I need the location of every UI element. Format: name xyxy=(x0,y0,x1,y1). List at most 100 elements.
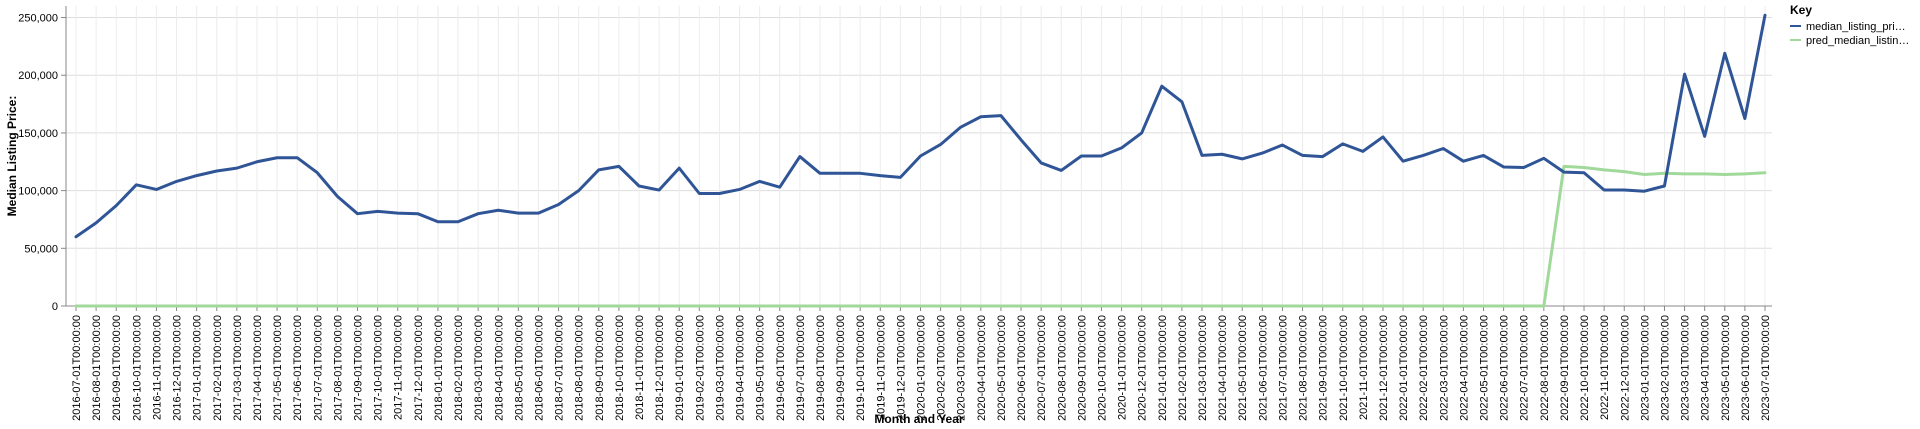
y-tick-label: 150,000 xyxy=(18,128,58,140)
y-tick-label: 100,000 xyxy=(18,186,58,198)
x-tick-label: 2018-07-01T00:00:00 xyxy=(554,315,566,421)
x-tick-label: 2017-08-01T00:00:00 xyxy=(332,315,344,421)
x-tick-label: 2019-01-01T00:00:00 xyxy=(674,315,686,421)
x-tick-label: 2017-07-01T00:00:00 xyxy=(312,315,324,421)
x-tick-label: 2020-07-01T00:00:00 xyxy=(1036,315,1048,421)
x-tick-label: 2018-05-01T00:00:00 xyxy=(513,315,525,421)
x-tick-label: 2016-10-01T00:00:00 xyxy=(131,315,143,421)
x-tick-label: 2020-10-01T00:00:00 xyxy=(1096,315,1108,421)
x-tick-label: 2017-02-01T00:00:00 xyxy=(212,315,224,421)
x-tick-label: 2017-03-01T00:00:00 xyxy=(232,315,244,421)
x-tick-label: 2017-12-01T00:00:00 xyxy=(413,315,425,421)
grid-lines xyxy=(66,6,1772,307)
x-tick-label: 2021-02-01T00:00:00 xyxy=(1177,315,1189,421)
x-tick-label: 2018-12-01T00:00:00 xyxy=(654,315,666,421)
legend-label-0: median_listing_pri… xyxy=(1806,21,1906,33)
x-tick-label: 2018-01-01T00:00:00 xyxy=(433,315,445,421)
x-tick-label: 2019-10-01T00:00:00 xyxy=(855,315,867,421)
legend-items: median_listing_pri… pred_median_listin… xyxy=(1790,21,1909,47)
x-tick-label: 2021-04-01T00:00:00 xyxy=(1217,315,1229,421)
x-tick-label: 2019-08-01T00:00:00 xyxy=(815,315,827,421)
x-tick-label: 2016-07-01T00:00:00 xyxy=(71,315,83,421)
x-tick-label: 2020-04-01T00:00:00 xyxy=(976,315,988,421)
series-line-0 xyxy=(74,13,1767,239)
x-tick-label: 2019-02-01T00:00:00 xyxy=(694,315,706,421)
legend-title: Key xyxy=(1790,3,1812,17)
series-lines xyxy=(74,13,1767,308)
x-tick-label: 2016-08-01T00:00:00 xyxy=(91,315,103,421)
x-tick-label: 2018-06-01T00:00:00 xyxy=(533,315,545,421)
x-tick-label: 2018-03-01T00:00:00 xyxy=(473,315,485,421)
x-tick-label: 2019-09-01T00:00:00 xyxy=(835,315,847,421)
x-tick-label: 2017-04-01T00:00:00 xyxy=(252,315,264,421)
y-axis-title: Median Listing Price: xyxy=(5,96,19,217)
x-tick-label: 2018-10-01T00:00:00 xyxy=(614,315,626,421)
x-tick-label: 2020-03-01T00:00:00 xyxy=(956,315,968,421)
x-axis-title: Month and Year xyxy=(874,412,963,426)
x-tick-label: 2020-12-01T00:00:00 xyxy=(1137,315,1149,421)
x-tick-label: 2019-12-01T00:00:00 xyxy=(895,315,907,421)
y-tick-label: 250,000 xyxy=(18,13,58,25)
axes: 0 50,000 100,000 150,000 200,000 250,000 2016-… xyxy=(18,6,1772,421)
x-tick-label: 2019-11-01T00:00:00 xyxy=(875,315,887,420)
x-tick-label: 2018-09-01T00:00:00 xyxy=(594,315,606,421)
x-tick-label: 2017-05-01T00:00:00 xyxy=(272,315,284,421)
x-tick-label: 2022-09-01T00:00:00 xyxy=(1559,315,1571,421)
x-tick-label: 2022-07-01T00:00:00 xyxy=(1519,315,1531,421)
x-tick-label: 2022-02-01T00:00:00 xyxy=(1418,315,1430,421)
x-tick-label: 2023-04-01T00:00:00 xyxy=(1700,315,1712,421)
x-tick-label: 2021-03-01T00:00:00 xyxy=(1197,315,1209,421)
x-tick-label: 2021-09-01T00:00:00 xyxy=(1318,315,1330,421)
x-tick-label: 2020-05-01T00:00:00 xyxy=(996,315,1008,421)
x-tick-label: 2022-11-01T00:00:00 xyxy=(1599,315,1611,420)
x-tick-label: 2018-08-01T00:00:00 xyxy=(574,315,586,421)
x-tick-label: 2021-11-01T00:00:00 xyxy=(1358,315,1370,420)
x-tick-label: 2017-06-01T00:00:00 xyxy=(292,315,304,421)
x-tick-label: 2022-12-01T00:00:00 xyxy=(1619,315,1631,421)
x-tick-label: 2020-09-01T00:00:00 xyxy=(1076,315,1088,421)
x-tick-label: 2021-10-01T00:00:00 xyxy=(1338,315,1350,421)
x-tick-label: 2022-01-01T00:00:00 xyxy=(1398,315,1410,421)
x-tick-label: 2017-09-01T00:00:00 xyxy=(353,315,365,421)
x-tick-label: 2019-04-01T00:00:00 xyxy=(735,315,747,421)
x-tick-label: 2019-06-01T00:00:00 xyxy=(775,315,787,421)
x-tick-label: 2020-08-01T00:00:00 xyxy=(1056,315,1068,421)
x-tick-label: 2018-11-01T00:00:00 xyxy=(634,315,646,420)
x-tick-label: 2017-01-01T00:00:00 xyxy=(192,315,204,421)
series-line-1 xyxy=(74,164,1767,308)
x-tick-label: 2021-12-01T00:00:00 xyxy=(1378,315,1390,421)
x-tick-label: 2023-05-01T00:00:00 xyxy=(1720,315,1732,421)
legend: Key median_listing_pri… pred_median_listi… xyxy=(1790,3,1909,47)
x-tick-label: 2021-07-01T00:00:00 xyxy=(1277,315,1289,421)
x-tick-label: 2018-02-01T00:00:00 xyxy=(453,315,465,421)
x-tick-label: 2022-08-01T00:00:00 xyxy=(1539,315,1551,421)
x-tick-label: 2019-05-01T00:00:00 xyxy=(755,315,767,421)
y-tick-label: 200,000 xyxy=(18,70,58,82)
x-tick-label: 2023-01-01T00:00:00 xyxy=(1639,315,1651,421)
x-tick-label: 2023-02-01T00:00:00 xyxy=(1659,315,1671,421)
x-tick-label: 2021-05-01T00:00:00 xyxy=(1237,315,1249,421)
x-tick-label: 2016-09-01T00:00:00 xyxy=(111,315,123,421)
x-tick-label: 2023-03-01T00:00:00 xyxy=(1680,315,1692,421)
x-tick-label: 2020-01-01T00:00:00 xyxy=(916,315,928,421)
x-tick-label: 2020-06-01T00:00:00 xyxy=(1016,315,1028,421)
x-tick-label: 2016-11-01T00:00:00 xyxy=(151,315,163,420)
x-tick-label: 2021-08-01T00:00:00 xyxy=(1298,315,1310,421)
x-tick-label: 2023-06-01T00:00:00 xyxy=(1740,315,1752,421)
x-tick-label: 2018-04-01T00:00:00 xyxy=(493,315,505,421)
x-tick-label: 2022-03-01T00:00:00 xyxy=(1438,315,1450,421)
x-tick-label: 2020-02-01T00:00:00 xyxy=(936,315,948,421)
legend-label-1: pred_median_listin… xyxy=(1806,35,1909,47)
x-tick-label: 2021-01-01T00:00:00 xyxy=(1157,315,1169,421)
x-tick-label: 2020-11-01T00:00:00 xyxy=(1117,315,1129,420)
x-tick-label: 2022-04-01T00:00:00 xyxy=(1458,315,1470,421)
x-tick-label: 2017-11-01T00:00:00 xyxy=(393,315,405,420)
x-tick-label: 2022-06-01T00:00:00 xyxy=(1499,315,1511,421)
x-tick-label: 2016-12-01T00:00:00 xyxy=(172,315,184,421)
x-tick-label: 2019-03-01T00:00:00 xyxy=(714,315,726,421)
x-tick-label: 2022-05-01T00:00:00 xyxy=(1479,315,1491,421)
x-tick-label: 2021-06-01T00:00:00 xyxy=(1257,315,1269,421)
x-tick-label: 2023-07-01T00:00:00 xyxy=(1760,315,1772,421)
y-tick-label: 0 xyxy=(52,301,58,313)
